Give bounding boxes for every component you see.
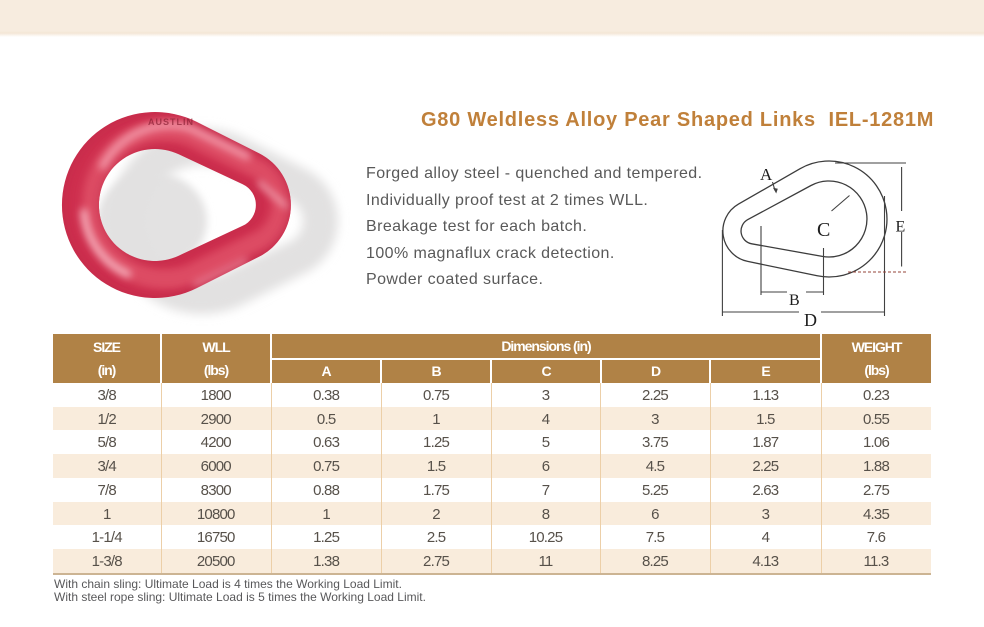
svg-text:B: B bbox=[789, 292, 800, 309]
svg-text:E: E bbox=[896, 219, 906, 236]
svg-text:AUSTLIN: AUSTLIN bbox=[148, 117, 194, 127]
svg-text:D: D bbox=[804, 310, 817, 330]
svg-text:A: A bbox=[760, 165, 773, 184]
svg-text:C: C bbox=[817, 219, 830, 241]
